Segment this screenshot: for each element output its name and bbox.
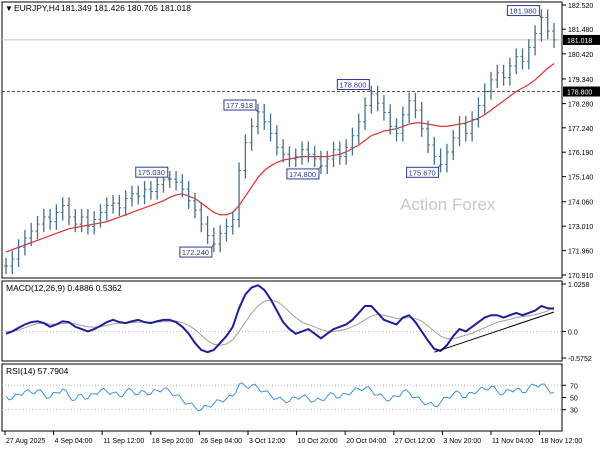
price-y-tick-label: 170.910: [568, 273, 593, 280]
macd-panel-frame: [1, 280, 563, 362]
price-bars-layer: [4, 9, 556, 275]
price-panel-frame: [1, 1, 563, 279]
price-callout-pointer: [318, 165, 322, 170]
x-tick-label: 27 Aug 2025: [6, 438, 45, 445]
price-y-tick-label: 180.420: [568, 52, 593, 59]
macd-title: MACD(12,26,9) 0.4886 0.5362: [6, 283, 122, 293]
price-callout-label: 181.980: [509, 7, 536, 16]
price-callout-pointer: [539, 15, 542, 18]
price-callout-label: 174.800: [289, 170, 316, 179]
macd-y-tick-label: 0.0: [568, 329, 578, 336]
price-y-tick-label: 179.340: [568, 77, 593, 84]
rsi-title: RSI(14) 57.7904: [6, 366, 69, 376]
ma-layer: [5, 63, 555, 253]
price-callout-box: [336, 79, 370, 91]
macd-y-tick-label: 1.0258: [568, 282, 590, 289]
price-callout-box: [223, 99, 257, 111]
symbol-dropdown-icon[interactable]: ▼: [5, 4, 13, 13]
rsi-panel-frame: [1, 363, 563, 432]
price-y-tick-label: 175.140: [568, 175, 593, 182]
price-callout-label: 177.918: [226, 101, 253, 110]
price-tag-box: [563, 86, 600, 97]
macd-y-tick-label: -0.5752: [568, 356, 592, 363]
price-callout-box: [406, 166, 440, 178]
moving-average-line: [5, 63, 555, 253]
grid-layer: [2, 39, 562, 93]
x-tick-label: 18 Sep 20:00: [152, 438, 194, 445]
watermark: Action Forex: [400, 195, 496, 214]
price-callout-box: [135, 166, 169, 178]
macd-line: [5, 284, 555, 354]
rsi-y-tick-label: 70: [570, 383, 578, 390]
price-callout-box: [286, 168, 320, 180]
price-y-tick-label: 174.060: [568, 200, 593, 207]
callouts-layer: 181.980 178.800 177.918 175.030 174.800 175.6…: [135, 5, 542, 258]
price-callout-label: 175.670: [409, 168, 436, 177]
price-y-tick-label: 181.480: [568, 27, 593, 34]
price-callout-box: [179, 246, 213, 258]
price-y-tick-label: 173.010: [568, 224, 593, 231]
price-callout-pointer: [167, 176, 171, 180]
x-tick-label: 11 Nov 04:00: [492, 438, 533, 445]
x-tick-label: 11 Sep 12:00: [103, 438, 144, 445]
price-y-tick-label: 171.960: [568, 249, 593, 256]
price-tag-box: [563, 34, 600, 45]
x-tick-label: 20 Oct 04:00: [346, 438, 386, 445]
x-tick-label: 3 Oct 12:00: [249, 438, 285, 445]
rsi-y-tick-label: 30: [570, 408, 578, 415]
rsi-layer: [2, 382, 562, 412]
x-tick-label: 10 Oct 20:00: [298, 438, 338, 445]
price-callout-pointer: [438, 164, 441, 168]
axes-layer: 182.520 181.480 180.420 179.340 178.280 177.2…: [4, 3, 600, 445]
price-callout-pointer: [369, 89, 372, 92]
macd-trendline: [434, 311, 555, 353]
x-tick-label: 3 Nov 20:00: [443, 438, 481, 445]
price-y-tick-label: 176.190: [568, 150, 593, 157]
macd-layer: [2, 284, 562, 354]
x-tick-label: 18 Nov 12:00: [541, 438, 583, 445]
rsi-line: [5, 382, 555, 412]
x-tick-label: 26 Sep 04:00: [200, 438, 242, 445]
macd-signal-line: [6, 299, 555, 346]
price-tag-label: 181.018: [567, 38, 592, 45]
price-y-tick-label: 182.520: [568, 3, 593, 10]
price-callout-pointer: [211, 243, 215, 248]
symbol-label: EURJPY,H4: [14, 3, 60, 13]
ohlc-values: 181.349 181.426 180.705 181.018: [61, 3, 191, 13]
price-callout-pointer: [255, 109, 259, 113]
rsi-y-tick-label: 50: [570, 396, 578, 403]
price-y-tick-label: 177.240: [568, 126, 593, 133]
price-callout-label: 172.240: [182, 248, 209, 257]
price-callout-label: 175.030: [138, 168, 165, 177]
x-tick-label: 27 Oct 12:00: [395, 438, 435, 445]
price-callout-box: [506, 5, 540, 17]
price-callout-label: 178.800: [339, 81, 366, 90]
price-y-tick-label: 178.280: [568, 102, 593, 109]
price-tag-label: 178.800: [567, 90, 592, 97]
x-tick-label: 4 Sep 04:00: [55, 438, 93, 445]
